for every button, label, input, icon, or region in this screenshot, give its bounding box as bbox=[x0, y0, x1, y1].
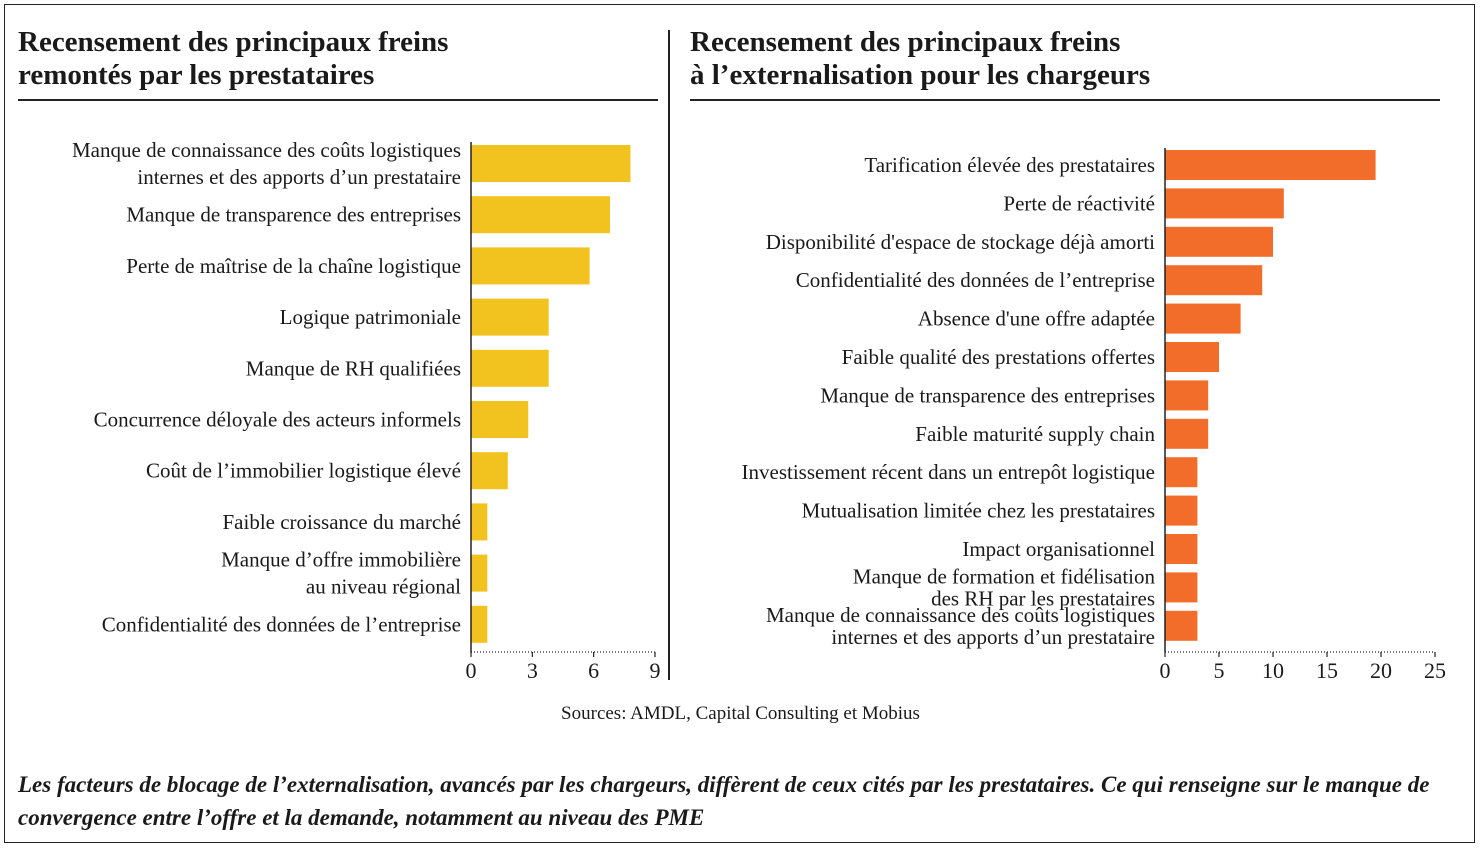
left-x-tick-label-2: 6 bbox=[588, 658, 599, 683]
left-category-label-8-line-1: au niveau régional bbox=[306, 575, 461, 599]
left-bar-5 bbox=[471, 401, 529, 438]
left-category-label-1: Manque de transparence des entreprises bbox=[126, 203, 461, 227]
right-category-label-12-line-0: Manque de connaissance des coûts logisti… bbox=[766, 603, 1155, 627]
right-x-tick-label-4: 20 bbox=[1370, 658, 1392, 683]
left-category-label-0-line-1: internes et des apports d’un prestataire bbox=[137, 165, 461, 189]
left-bar-4 bbox=[471, 349, 549, 387]
right-category-label-6: Manque de transparence des entreprises bbox=[820, 383, 1155, 407]
left-bar-6 bbox=[471, 452, 508, 490]
figure-frame bbox=[4, 4, 1475, 843]
panel-divider bbox=[668, 30, 670, 680]
left-category-label-2: Perte de maîtrise de la chaîne logistiqu… bbox=[126, 254, 461, 278]
right-category-label-1: Perte de réactivité bbox=[1003, 191, 1155, 215]
right-bar-2 bbox=[1165, 226, 1273, 257]
right-category-label-11-line-1: des RH par les prestataires bbox=[931, 586, 1155, 610]
right-x-tick-label-0: 0 bbox=[1160, 658, 1171, 683]
left-x-tick-label-0: 0 bbox=[466, 658, 477, 683]
right-category-label-4: Absence d'une offre adaptée bbox=[918, 307, 1155, 331]
left-bar-3 bbox=[471, 298, 549, 336]
right-bar-3 bbox=[1165, 265, 1263, 296]
right-category-label-10: Impact organisationnel bbox=[962, 537, 1155, 561]
right-category-label-5: Faible qualité des prestations offertes bbox=[842, 345, 1155, 369]
left-bar-1 bbox=[471, 196, 611, 234]
right-bar-1 bbox=[1165, 188, 1284, 219]
left-x-tick-label-3: 9 bbox=[650, 658, 661, 683]
left-bar-2 bbox=[471, 247, 590, 285]
right-bar-12 bbox=[1165, 610, 1198, 641]
left-bar-7 bbox=[471, 503, 488, 541]
left-category-label-3: Logique patrimoniale bbox=[280, 305, 461, 329]
right-category-label-12-line-1: internes et des apports d’un prestataire bbox=[831, 625, 1155, 649]
right-category-label-0: Tarification élevée des prestataires bbox=[864, 153, 1155, 177]
left-category-label-6: Coût de l’immobilier logistique élevé bbox=[146, 459, 461, 483]
right-category-label-3: Confidentialité des données de l’entrepr… bbox=[796, 268, 1155, 292]
right-title-rule bbox=[690, 99, 1440, 101]
left-category-label-9: Confidentialité des données de l’entrepr… bbox=[102, 612, 461, 636]
left-category-label-7: Faible croissance du marché bbox=[223, 510, 462, 534]
right-category-label-8: Investissement récent dans un entrepôt l… bbox=[742, 460, 1155, 484]
right-bar-6 bbox=[1165, 380, 1209, 411]
right-bar-5 bbox=[1165, 342, 1219, 372]
right-bar-8 bbox=[1165, 457, 1198, 488]
left-category-label-8-line-0: Manque d’offre immobilière bbox=[221, 548, 461, 572]
left-title-rule bbox=[18, 99, 658, 101]
left-category-label-5: Concurrence déloyale des acteurs informe… bbox=[94, 408, 461, 432]
right-chart-title: Recensement des principaux freins à l’ex… bbox=[690, 26, 1150, 92]
left-title-line-2: remontés par les prestataires bbox=[18, 59, 375, 91]
right-category-label-2: Disponibilité d'espace de stockage déjà … bbox=[766, 230, 1155, 254]
left-bar-8 bbox=[471, 554, 488, 592]
right-bar-0 bbox=[1165, 150, 1376, 180]
left-title-line-1: Recensement des principaux freins bbox=[18, 26, 449, 58]
left-category-label-0-line-0: Manque de connaissance des coûts logisti… bbox=[72, 138, 461, 162]
left-x-tick-label-1: 3 bbox=[527, 658, 538, 683]
left-category-label-4: Manque de RH qualifiées bbox=[246, 356, 461, 380]
right-category-label-11-line-0: Manque de formation et fidélisation bbox=[853, 564, 1156, 588]
right-title-line-1: Recensement des principaux freins bbox=[690, 26, 1121, 58]
right-x-tick-label-3: 15 bbox=[1316, 658, 1338, 683]
source-note: Sources: AMDL, Capital Consulting et Mob… bbox=[561, 703, 920, 724]
right-bar-9 bbox=[1165, 495, 1198, 526]
right-bar-10 bbox=[1165, 534, 1198, 564]
right-bar-7 bbox=[1165, 418, 1209, 449]
left-chart-title: Recensement des principaux freins remont… bbox=[18, 26, 448, 92]
left-bar-9 bbox=[471, 605, 488, 643]
right-category-label-7: Faible maturité supply chain bbox=[915, 422, 1155, 446]
left-bar-0 bbox=[471, 145, 631, 182]
right-bar-11 bbox=[1165, 572, 1198, 603]
right-x-tick-label-2: 10 bbox=[1262, 658, 1284, 683]
right-title-line-2: à l’externalisation pour les chargeurs bbox=[690, 59, 1151, 91]
right-bar-4 bbox=[1165, 303, 1241, 334]
figure-caption: Les facteurs de blocage de l’externalisa… bbox=[18, 772, 1430, 830]
right-x-tick-label-1: 5 bbox=[1214, 658, 1225, 683]
right-category-label-9: Mutualisation limitée chez les prestatai… bbox=[802, 499, 1155, 523]
right-x-tick-label-5: 25 bbox=[1424, 658, 1446, 683]
